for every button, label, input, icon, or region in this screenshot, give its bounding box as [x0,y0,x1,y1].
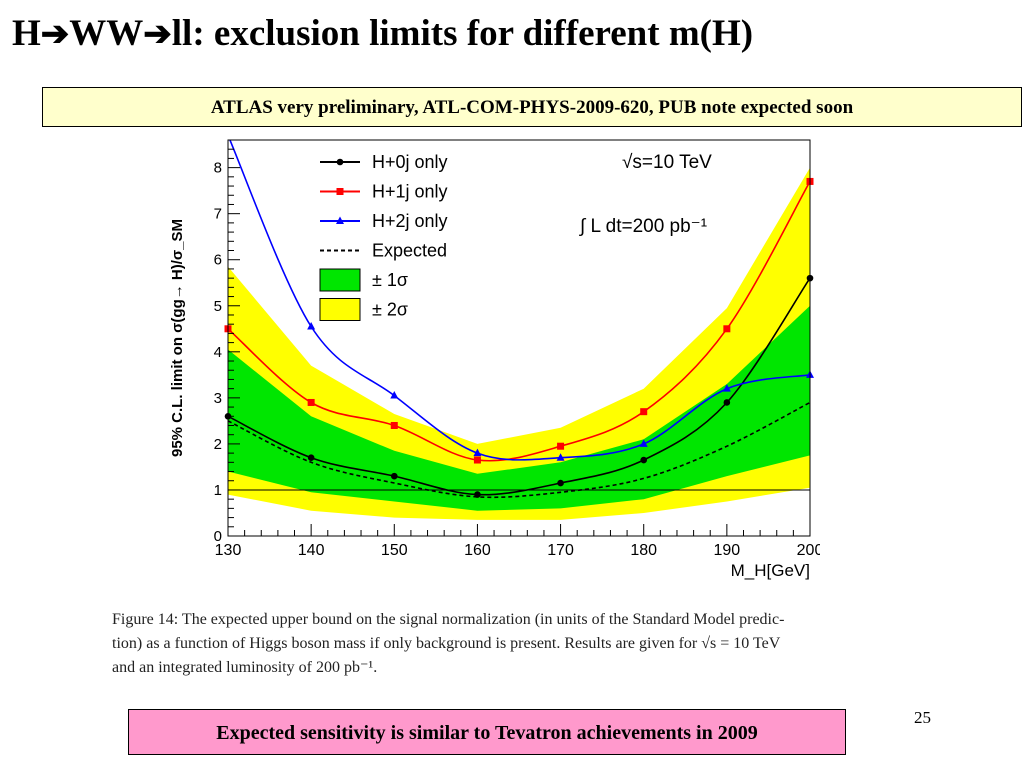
sensitivity-note: Expected sensitivity is similar to Tevat… [128,709,846,755]
x-tick-label-5: 180 [630,542,657,559]
plot-frame [227,139,811,537]
title-part-rest: ll: exclusion limits for different m(H) [171,13,754,54]
point-s0-5 [640,456,648,464]
source-banner: ATLAS very preliminary, ATL-COM-PHYS-200… [42,87,1022,127]
slide-title: H➔WW➔ll: exclusion limits for different … [12,12,753,55]
legend-swatch-4 [319,268,361,292]
point-s1-6 [723,325,731,333]
x-tick-label-3: 160 [464,542,491,559]
point-s2-6 [722,384,731,392]
caption-line-1: Figure 14: The expected upper bound on t… [112,611,785,628]
y-tick-label-2: 2 [214,436,222,453]
x-tick-label-0: 130 [215,542,242,559]
legend-label-1: H+1j only [372,182,448,202]
title-arrow-icon: ➔ [40,16,70,53]
legend-marker-2 [336,216,344,224]
series-line-3 [228,401,810,499]
point-s1-2 [390,421,398,429]
point-s0-1 [307,454,315,462]
y-axis-label: 95% C.L. limit on σ(gg→ H)/σ_SM [169,219,186,457]
x-tick-label-7: 200 [797,542,820,559]
title-part-ww: WW [69,13,144,54]
point-s0-6 [723,399,731,406]
point-s1-5 [640,408,648,416]
legend-label-0: H+0j only [372,152,448,172]
y-tick-label-6: 6 [214,252,222,269]
annotation-luminosity: ∫ L dt=200 pb⁻¹ [579,216,707,237]
point-s2-1 [307,321,316,330]
y-tick-label-1: 1 [214,482,222,499]
point-s2-5 [639,439,648,447]
legend-label-4: ± 1σ [372,270,408,290]
point-s2-3 [473,448,482,457]
legend-label-5: ± 2σ [372,300,408,320]
y-tick-label-0: 0 [214,528,222,545]
x-tick-label-6: 190 [714,542,741,559]
exclusion-limit-chart: 130 140 150 160 170 180 190 200 0 1 2 3 4 5 6 7 8 M_H[GeV… [169,139,820,580]
point-s1-3 [473,456,481,464]
annotation-energy: √s=10 TeV [622,152,712,173]
figure-caption: Figure 14: The expected upper bound on t… [112,608,932,680]
y-tick-label-8: 8 [214,160,222,177]
legend-swatch-5 [319,298,361,321]
y-tick-label-5: 5 [214,298,222,315]
y-tick-label-3: 3 [214,390,222,407]
point-s2-2 [390,391,399,399]
band-1sigma [228,305,810,511]
point-s1-4 [557,442,565,450]
point-s0-2 [390,472,398,480]
x-tick-label-1: 140 [298,542,325,559]
title-part-h: H [12,13,41,54]
x-tick-label-2: 150 [381,542,408,559]
legend-marker-1 [336,188,344,195]
legend-label-2: H+2j only [372,211,448,231]
point-s0-4 [557,479,564,487]
slide-number: 25 [914,708,931,727]
series-line-2 [229,140,810,461]
point-s2-4 [556,453,565,461]
title-arrow-icon-2: ➔ [143,16,172,53]
point-s1-1 [307,398,315,406]
legend-label-3: Expected [372,241,447,261]
y-tick-label-7: 7 [214,206,222,223]
x-tick-label-4: 170 [547,542,574,559]
caption-line-3: and an integrated luminosity of 200 pb⁻¹… [112,659,378,676]
x-axis-label: M_H[GeV] [731,561,810,580]
legend-marker-0 [336,158,344,166]
caption-line-2: tion) as a function of Higgs boson mass … [112,635,781,652]
y-tick-label-4: 4 [214,344,222,361]
